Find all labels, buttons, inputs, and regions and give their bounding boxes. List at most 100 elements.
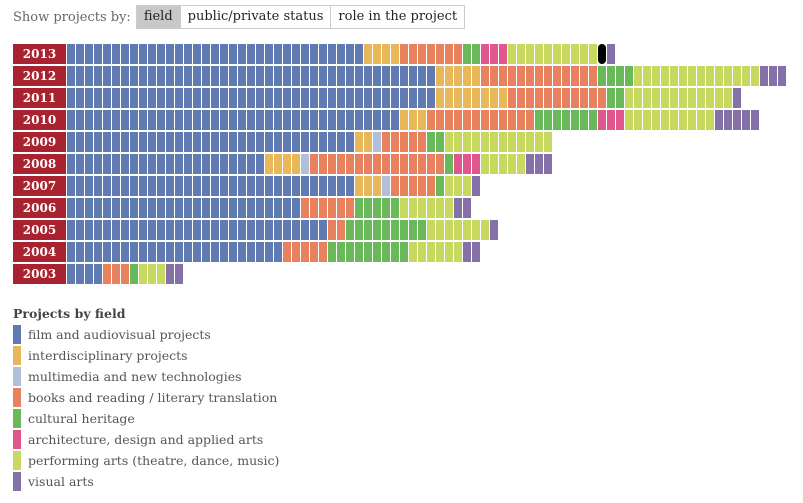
project-cell-heritage[interactable] [373,242,381,262]
project-cell-film[interactable] [283,132,291,152]
project-cell-heritage[interactable] [445,154,453,174]
project-cell-film[interactable] [274,110,282,130]
project-cell-visual[interactable] [760,66,768,86]
project-cell-film[interactable] [175,220,183,240]
project-cell-film[interactable] [148,88,156,108]
project-cell-film[interactable] [382,88,390,108]
project-cell-books[interactable] [499,110,507,130]
project-cell-film[interactable] [85,66,93,86]
project-cell-film[interactable] [346,132,354,152]
project-cell-film[interactable] [247,176,255,196]
project-cell-film[interactable] [103,44,111,64]
project-cell-heritage[interactable] [544,110,552,130]
project-cell-architecture[interactable] [472,154,480,174]
project-cell-performing[interactable] [454,132,462,152]
project-cell-performing[interactable] [625,110,633,130]
project-cell-performing[interactable] [679,110,687,130]
project-cell-architecture[interactable] [454,154,462,174]
project-cell-film[interactable] [238,220,246,240]
project-cell-performing[interactable] [688,66,696,86]
project-cell-performing[interactable] [418,242,426,262]
project-cell-film[interactable] [256,242,264,262]
project-cell-film[interactable] [283,66,291,86]
project-cell-books[interactable] [373,154,381,174]
project-cell-film[interactable] [67,44,75,64]
project-cell-books[interactable] [598,88,606,108]
project-cell-film[interactable] [229,44,237,64]
project-cell-film[interactable] [148,176,156,196]
project-cell-interdisciplinary[interactable] [364,132,372,152]
project-cell-film[interactable] [139,220,147,240]
project-cell-film[interactable] [67,242,75,262]
project-cell-film[interactable] [211,110,219,130]
project-cell-books[interactable] [445,110,453,130]
project-cell-heritage[interactable] [553,110,561,130]
project-cell-film[interactable] [265,66,273,86]
project-cell-books[interactable] [355,154,363,174]
project-cell-film[interactable] [166,242,174,262]
project-cell-books[interactable] [103,264,111,284]
project-cell-performing[interactable] [643,110,651,130]
project-cell-film[interactable] [184,66,192,86]
project-cell-interdisciplinary[interactable] [418,110,426,130]
project-cell-film[interactable] [157,220,165,240]
project-cell-film[interactable] [283,220,291,240]
project-cell-performing[interactable] [481,154,489,174]
project-cell-film[interactable] [67,264,75,284]
project-cell-film[interactable] [184,88,192,108]
project-cell-interdisciplinary[interactable] [373,176,381,196]
project-cell-film[interactable] [193,66,201,86]
project-cell-performing[interactable] [526,44,534,64]
project-cell-heritage[interactable] [607,66,615,86]
project-cell-film[interactable] [112,176,120,196]
project-cell-film[interactable] [157,66,165,86]
project-cell-books[interactable] [409,176,417,196]
project-cell-film[interactable] [76,264,84,284]
project-cell-film[interactable] [220,44,228,64]
project-cell-film[interactable] [121,176,129,196]
project-cell-film[interactable] [310,220,318,240]
project-cell-film[interactable] [301,132,309,152]
project-cell-film[interactable] [94,198,102,218]
project-cell-film[interactable] [211,198,219,218]
project-cell-film[interactable] [121,220,129,240]
project-cell-heritage[interactable] [535,110,543,130]
project-cell-multimedia[interactable] [382,176,390,196]
project-cell-film[interactable] [85,242,93,262]
project-cell-visual[interactable] [724,110,732,130]
project-cell-heritage[interactable] [382,220,390,240]
project-cell-film[interactable] [265,220,273,240]
project-cell-heritage[interactable] [616,66,624,86]
project-cell-film[interactable] [229,176,237,196]
project-cell-film[interactable] [238,88,246,108]
project-cell-film[interactable] [382,66,390,86]
project-cell-film[interactable] [148,44,156,64]
project-cell-film[interactable] [229,242,237,262]
project-cell-film[interactable] [193,220,201,240]
project-cell-film[interactable] [418,88,426,108]
project-cell-performing[interactable] [661,88,669,108]
project-cell-film[interactable] [121,66,129,86]
project-cell-books[interactable] [400,154,408,174]
project-cell-film[interactable] [274,88,282,108]
project-cell-film[interactable] [130,154,138,174]
project-cell-film[interactable] [238,132,246,152]
project-cell-interdisciplinary[interactable] [283,154,291,174]
project-cell-film[interactable] [94,66,102,86]
project-cell-performing[interactable] [715,88,723,108]
project-cell-film[interactable] [229,110,237,130]
project-cell-film[interactable] [265,198,273,218]
project-cell-film[interactable] [166,132,174,152]
project-cell-heritage[interactable] [625,66,633,86]
project-cell-performing[interactable] [445,242,453,262]
project-cell-film[interactable] [292,220,300,240]
project-cell-heritage[interactable] [427,132,435,152]
project-cell-film[interactable] [139,242,147,262]
project-cell-performing[interactable] [157,264,165,284]
project-cell-film[interactable] [274,132,282,152]
project-cell-film[interactable] [112,154,120,174]
project-cell-books[interactable] [589,88,597,108]
project-cell-film[interactable] [238,66,246,86]
project-cell-film[interactable] [148,154,156,174]
project-cell-performing[interactable] [544,44,552,64]
